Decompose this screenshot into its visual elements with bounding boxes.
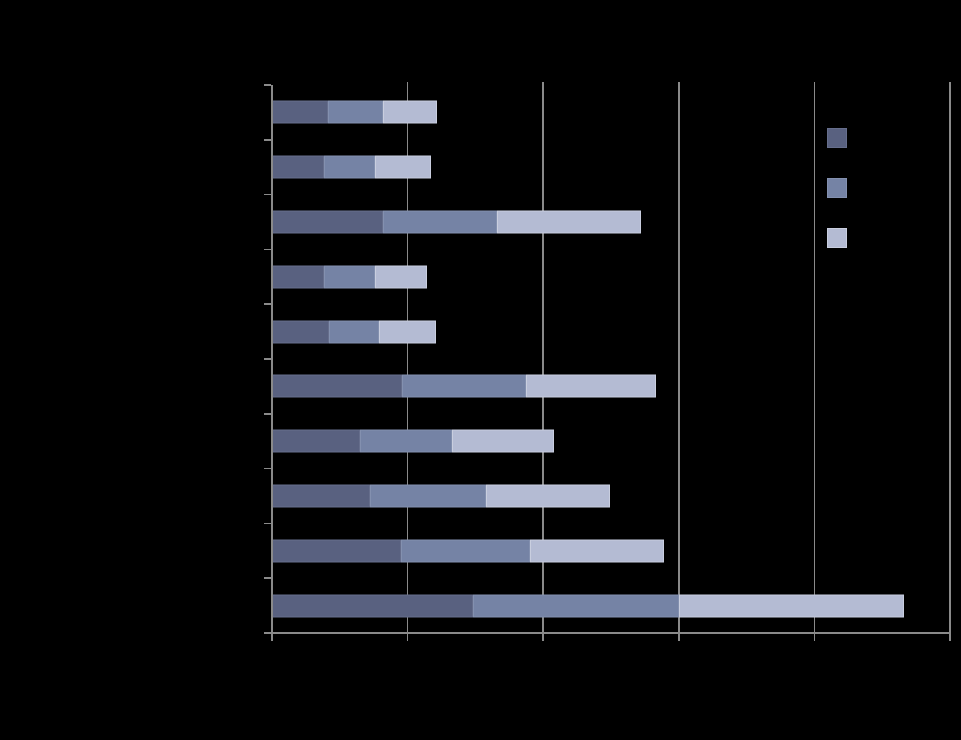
bar-row: [272, 304, 950, 359]
bar-stack: [272, 320, 950, 344]
bar-segment-series-3-light: [452, 429, 555, 453]
y-axis-tick: [264, 467, 271, 470]
bar-segment-series-3-light: [383, 100, 438, 124]
bar-row: [272, 523, 950, 578]
bar-stack: [272, 100, 950, 124]
bar-segment-series-2-medium: [400, 539, 530, 563]
x-gridline: [678, 82, 680, 633]
y-axis-tick: [264, 84, 271, 86]
bar-row: [272, 195, 950, 250]
legend-swatch-series-2-medium: [827, 178, 847, 198]
bar-segment-series-1-dark: [272, 594, 473, 618]
bar-row: [272, 469, 950, 524]
bar-segment-series-2-medium: [328, 320, 380, 344]
bar-segment-series-3-light: [375, 155, 431, 179]
x-gridline: [949, 82, 951, 633]
bar-segment-series-2-medium: [327, 100, 384, 124]
legend-swatch-series-1-dark: [827, 128, 847, 148]
y-axis-tick: [264, 522, 271, 525]
x-axis-tick: [542, 634, 544, 641]
bar-stack: [272, 265, 950, 289]
y-axis-tick: [264, 358, 271, 360]
legend-swatch-series-3-light: [827, 228, 847, 248]
legend-item-series-3-light: [827, 228, 847, 248]
x-gridline: [542, 82, 544, 633]
bar-segment-series-3-light: [525, 374, 656, 398]
bar-segment-series-2-medium: [402, 374, 526, 398]
x-axis-line: [271, 632, 951, 634]
y-axis-tick: [264, 413, 271, 415]
bar-segment-series-2-medium: [472, 594, 679, 618]
bar-segment-series-2-medium: [323, 155, 376, 179]
bar-stack: [272, 374, 950, 398]
plot-area: [264, 82, 951, 641]
bar-segment-series-3-light: [379, 320, 437, 344]
bar-row: [272, 414, 950, 469]
bar-stack: [272, 539, 950, 563]
x-gridline: [406, 82, 409, 633]
bar-stack: [272, 429, 950, 453]
bar-segment-series-1-dark: [272, 539, 401, 563]
bar-segment-series-2-medium: [369, 484, 487, 508]
bar-segment-series-1-dark: [272, 265, 324, 289]
legend-item-series-1-dark: [827, 128, 847, 148]
bar-segment-series-3-light: [529, 539, 664, 563]
x-axis-tick: [678, 634, 680, 641]
bar-segment-series-3-light: [497, 210, 641, 234]
y-axis-tick: [264, 248, 271, 251]
bar-segment-series-1-dark: [272, 429, 361, 453]
x-axis-tick: [406, 634, 409, 641]
bar-segment-series-1-dark: [272, 100, 328, 124]
bar-row: [272, 140, 950, 195]
y-axis-tick: [264, 577, 271, 579]
bar-stack: [272, 594, 950, 618]
y-axis-tick: [264, 139, 271, 141]
bar-segment-series-2-medium: [323, 265, 376, 289]
bar-row: [272, 578, 950, 633]
bar-segment-series-1-dark: [272, 155, 324, 179]
y-axis-tick: [264, 632, 271, 634]
y-axis-tick: [264, 193, 271, 196]
bar-segment-series-1-dark: [272, 374, 403, 398]
bar-stack: [272, 155, 950, 179]
legend: [827, 128, 847, 278]
x-gridline: [813, 82, 816, 633]
bar-stack: [272, 484, 950, 508]
y-axis-tick: [264, 303, 271, 305]
bar-segment-series-3-light: [678, 594, 904, 618]
bar-segment-series-1-dark: [272, 210, 384, 234]
bar-segment-series-1-dark: [272, 484, 370, 508]
bar-segment-series-3-light: [375, 265, 427, 289]
x-axis-tick: [949, 634, 951, 641]
bar-segment-series-2-medium: [360, 429, 453, 453]
bar-segment-series-3-light: [486, 484, 610, 508]
bar-stack: [272, 210, 950, 234]
bar-row: [272, 359, 950, 414]
bar-segment-series-2-medium: [383, 210, 498, 234]
bar-row: [272, 85, 950, 140]
legend-item-series-2-medium: [827, 178, 847, 198]
x-axis-tick: [271, 634, 273, 641]
bar-row: [272, 249, 950, 304]
bar-segment-series-1-dark: [272, 320, 329, 344]
x-axis-tick: [813, 634, 816, 641]
y-axis-line: [271, 85, 273, 633]
